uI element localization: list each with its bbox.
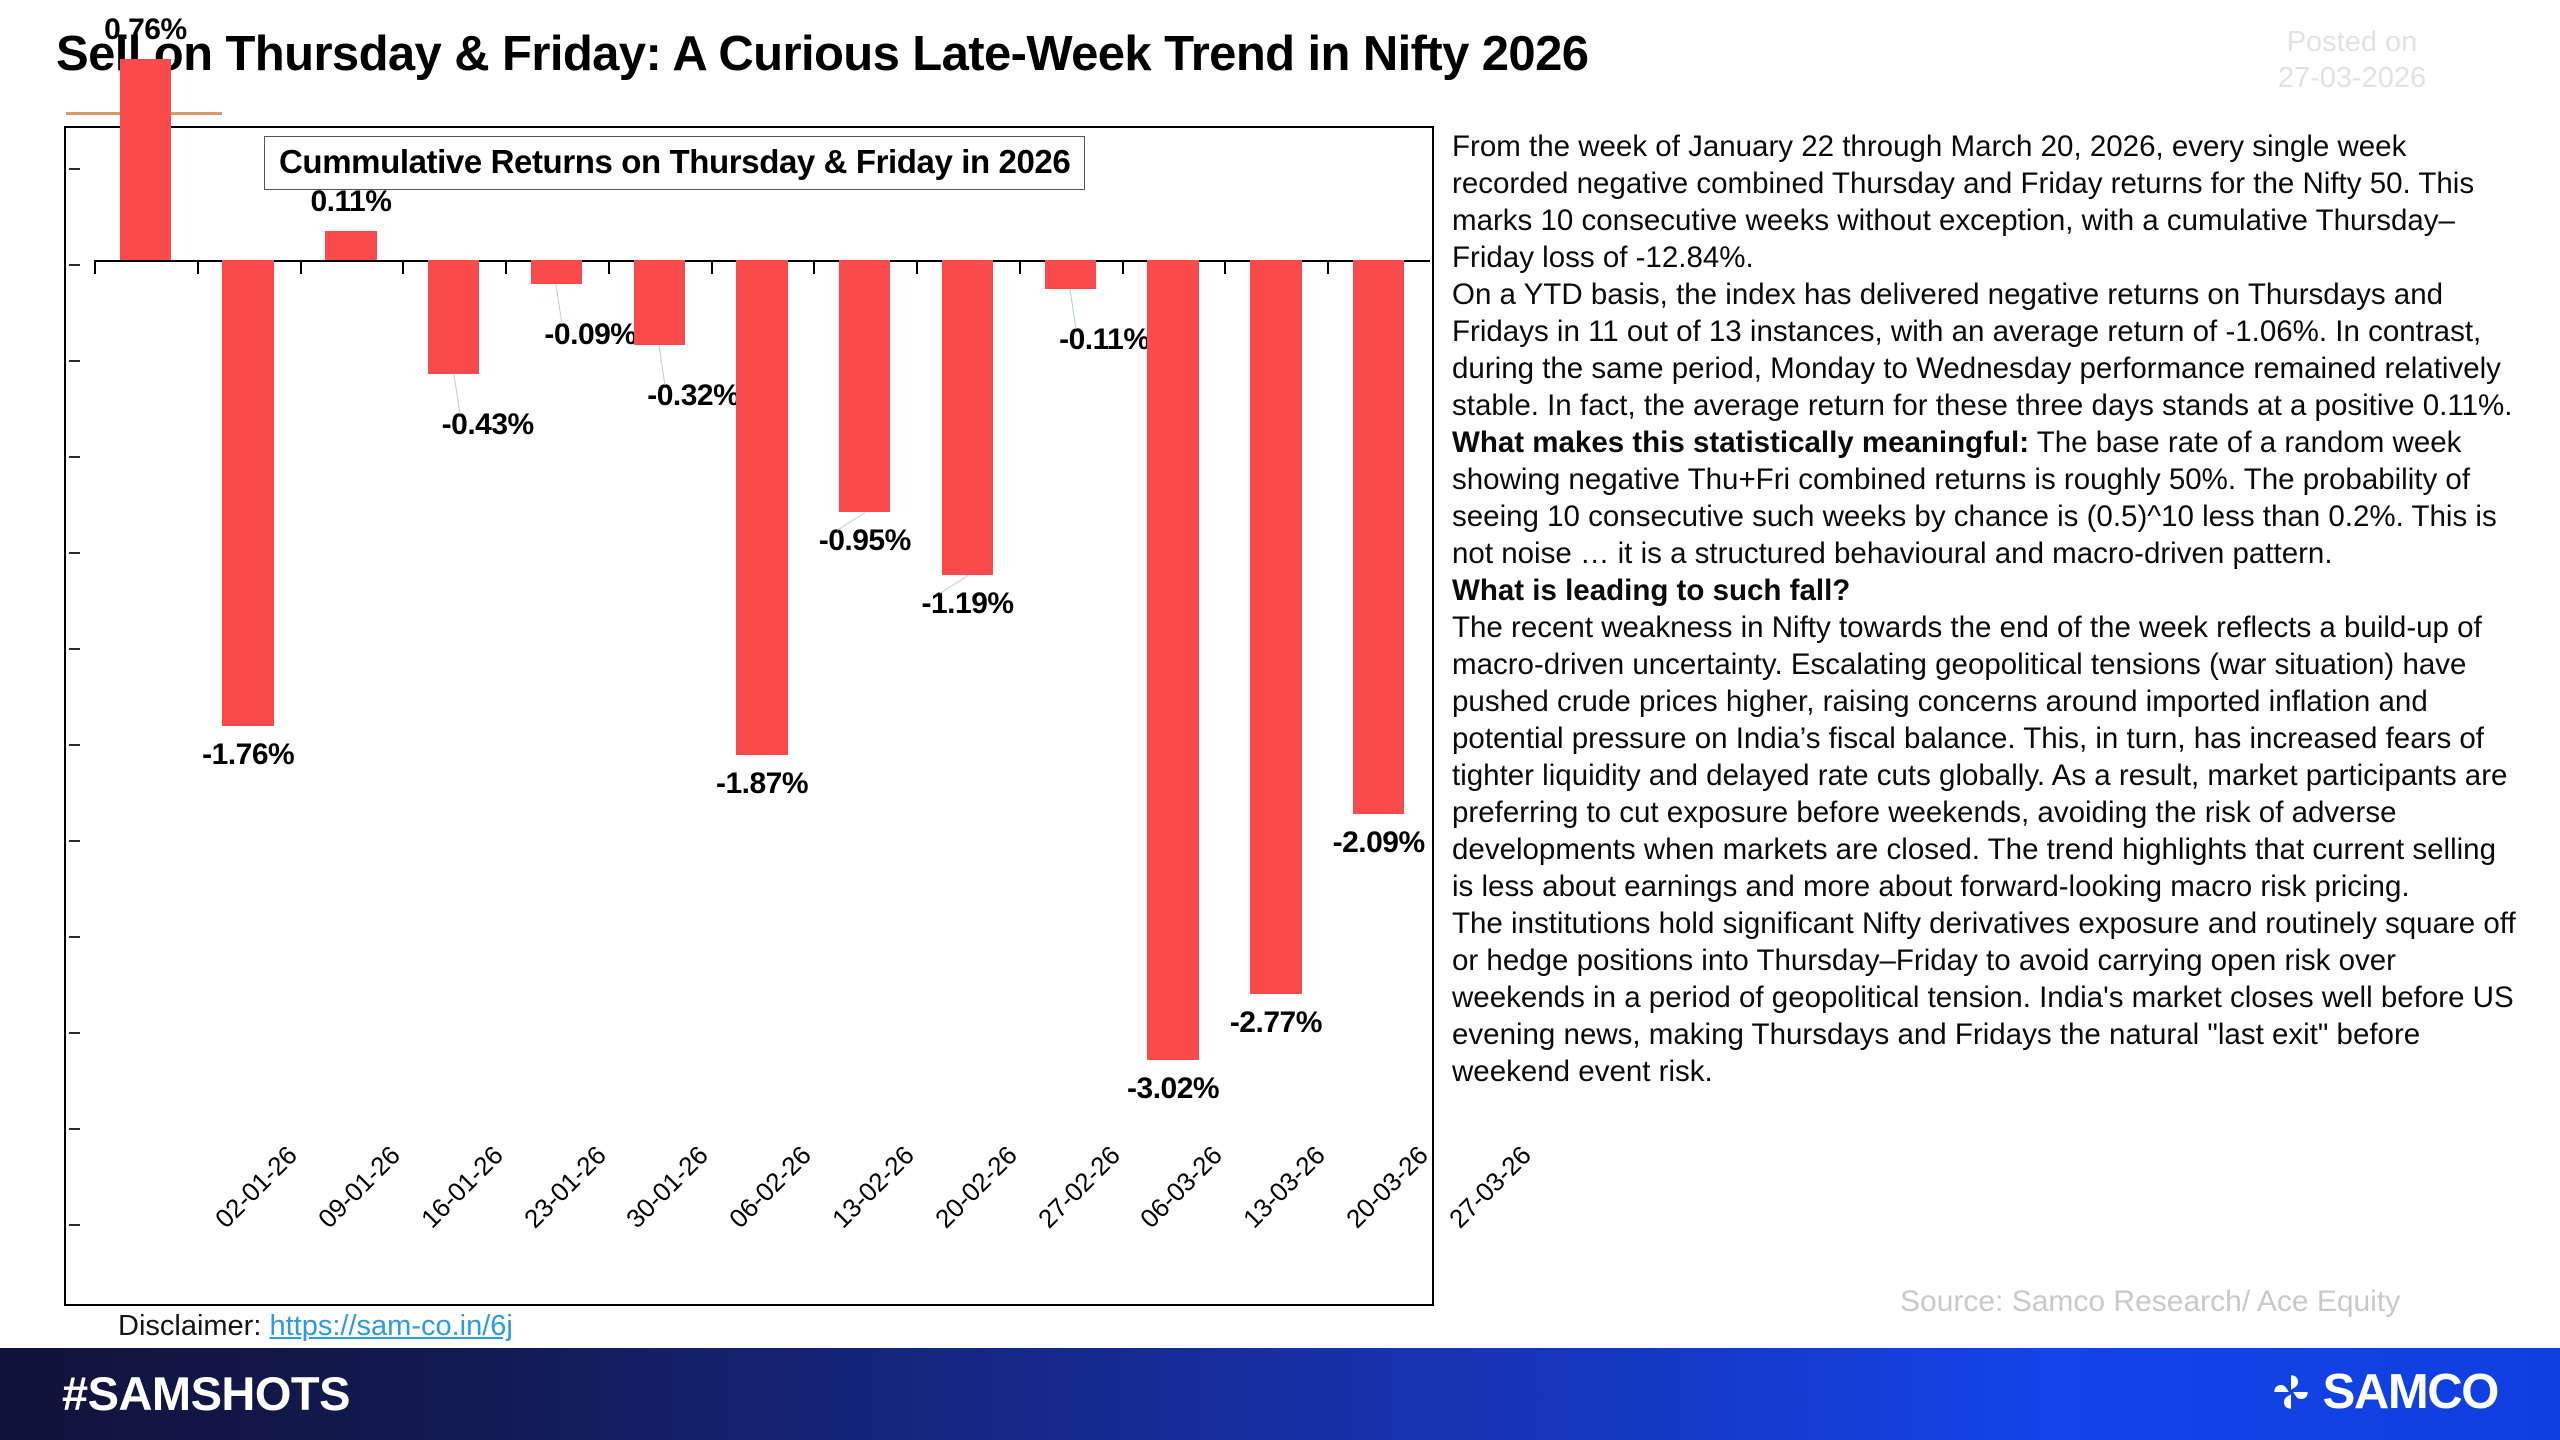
- y-axis-tick: [69, 936, 80, 938]
- article-heading-statistical: What makes this statistically meaningful…: [1452, 426, 2030, 460]
- bar-data-label: -0.11%: [1059, 323, 1150, 357]
- x-axis-tick: [505, 260, 508, 274]
- bar-data-label: -0.43%: [441, 407, 535, 441]
- bar-data-label: -3.02%: [1127, 1072, 1220, 1105]
- bar-data-label: -1.76%: [202, 738, 295, 772]
- bar: [1352, 260, 1405, 814]
- x-axis-label: 06-02-26: [723, 1140, 817, 1234]
- bar: [1044, 260, 1096, 290]
- x-axis-label: 09-01-26: [312, 1140, 406, 1234]
- x-axis-tick: [1121, 260, 1124, 274]
- chart-title: Cummulative Returns on Thursday & Friday…: [279, 143, 1071, 180]
- article-paragraph-3: What makes this statistically meaningful…: [1452, 424, 2524, 572]
- bar: [428, 260, 480, 374]
- x-axis-tick: [299, 260, 302, 274]
- x-axis-label: 27-03-26: [1442, 1140, 1537, 1234]
- bar: [941, 260, 994, 576]
- x-axis-label: 13-02-26: [826, 1140, 920, 1234]
- disclaimer-link[interactable]: https://sam-co.in/6j: [269, 1310, 513, 1342]
- bar-chart-plot-area: 0.76% 02-01-26 -1.76% 09-01-26 0.11% 16-01-26…: [66, 13, 1536, 1304]
- bar-data-label: -0.32%: [647, 378, 740, 412]
- bar-data-label: -0.09%: [544, 317, 637, 351]
- y-axis-tick: [69, 744, 80, 746]
- y-axis-tick: [69, 456, 80, 458]
- x-axis-tick: [813, 260, 816, 274]
- bar: [839, 260, 891, 512]
- posted-on-label: Posted on: [2286, 26, 2418, 58]
- article-paragraph-4: What is leading to such fall?: [1452, 572, 2524, 609]
- bar-data-label: -1.19%: [921, 587, 1015, 621]
- y-axis-tick: [69, 552, 80, 554]
- samco-pinwheel-icon: [2273, 1375, 2308, 1409]
- bar: [1250, 260, 1302, 994]
- x-axis-label: 06-03-26: [1134, 1140, 1228, 1234]
- x-axis-tick: [94, 260, 96, 274]
- x-axis-label: 23-01-26: [517, 1140, 612, 1234]
- y-axis-tick: [69, 648, 80, 650]
- x-axis-tick: [1327, 260, 1330, 274]
- samco-wordmark: SAMCO: [2322, 1365, 2500, 1419]
- y-axis-tick: [69, 264, 80, 266]
- bar-data-label: -1.87%: [715, 767, 809, 801]
- x-axis-tick: [1018, 260, 1021, 274]
- x-axis-label: 27-02-26: [1031, 1140, 1126, 1234]
- page-title: Sell on Thursday & Friday: A Curious Lat…: [56, 27, 1589, 81]
- article-paragraph-1: From the week of January 22 through Marc…: [1452, 130, 2475, 275]
- bar: [530, 260, 583, 284]
- x-axis-label: 20-03-26: [1339, 1140, 1434, 1234]
- x-axis-label: 02-01-26: [209, 1140, 304, 1234]
- bar: [119, 58, 172, 260]
- article-heading-fall: What is leading to such fall?: [1452, 574, 1851, 608]
- article-paragraph-6: The institutions hold significant Nifty …: [1452, 907, 2516, 1089]
- posted-on-block: Posted on 27-03-2026: [2202, 24, 2502, 97]
- bar-data-label: -0.95%: [818, 523, 912, 557]
- x-axis-tick: [402, 260, 405, 274]
- y-axis-tick: [69, 1128, 80, 1130]
- x-axis-label: 20-02-26: [928, 1140, 1023, 1234]
- bar: [1147, 260, 1199, 1060]
- x-axis-tick: [607, 260, 610, 274]
- bar-data-label: -2.77%: [1229, 1005, 1323, 1039]
- disclaimer: Disclaimer: https://sam-co.in/6j: [118, 1310, 513, 1343]
- x-axis-tick: [196, 260, 199, 274]
- chart-title-box: Cummulative Returns on Thursday & Friday…: [264, 136, 1086, 190]
- y-axis-tick: [69, 1032, 80, 1034]
- bar: [222, 260, 274, 727]
- x-axis-tick: [710, 260, 713, 274]
- bar-data-label: 0.11%: [310, 184, 392, 218]
- bar: [633, 260, 685, 345]
- x-axis-tick: [916, 260, 919, 274]
- y-axis-tick: [69, 1224, 80, 1226]
- footer-bar: #SAMSHOTS SAMCO: [0, 1348, 2560, 1440]
- x-axis-label: 13-03-26: [1237, 1140, 1331, 1234]
- bar-data-label: 0.76%: [104, 12, 187, 46]
- footer-hashtag: #SAMSHOTS: [62, 1367, 351, 1420]
- bar-data-label: -2.09%: [1332, 825, 1426, 859]
- article-paragraph-5: The recent weakness in Nifty towards the…: [1452, 611, 2508, 904]
- footer-brand: SAMCO: [2269, 1364, 2500, 1420]
- x-axis-label: 16-01-26: [414, 1140, 509, 1234]
- source-attribution: Source: Samco Research/ Ace Equity: [1900, 1285, 2401, 1318]
- y-axis-tick: [69, 360, 80, 362]
- y-axis-tick: [69, 840, 80, 842]
- chart-container: 0.76% 02-01-26 -1.76% 09-01-26 0.11% 16-01-26…: [64, 13, 1536, 1306]
- bar: [736, 260, 788, 756]
- article-paragraph-3-body: The base rate of a random week showing n…: [1452, 426, 2497, 571]
- x-axis-label: 30-01-26: [620, 1140, 715, 1234]
- article-text-column: From the week of January 22 through Marc…: [1452, 128, 2524, 1090]
- y-axis-tick: [69, 168, 80, 170]
- bar: [325, 230, 377, 260]
- disclaimer-label: Disclaimer:: [118, 1310, 262, 1342]
- posted-on-date: 27-03-2026: [2277, 62, 2427, 95]
- x-axis-tick: [1224, 260, 1227, 274]
- article-paragraph-2: On a YTD basis, the index has delivered …: [1452, 278, 2513, 423]
